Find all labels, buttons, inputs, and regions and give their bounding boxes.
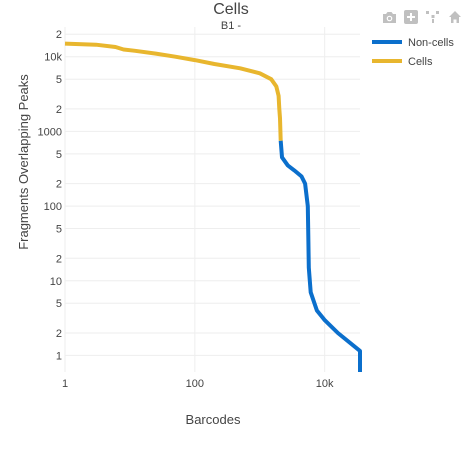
- legend-item[interactable]: Non-cells: [372, 37, 454, 49]
- home-icon[interactable]: [447, 9, 463, 25]
- y-tick-label: 5: [56, 224, 62, 236]
- y-tick-label: 5: [56, 149, 62, 161]
- chart-subtitle: B1 -: [221, 20, 242, 32]
- y-tick-label: 1000: [38, 126, 62, 138]
- y-tick-label: 2: [56, 328, 62, 340]
- y-tick-label: 2: [56, 104, 62, 116]
- y-axis-label: Fragments Overlapping Peaks: [16, 74, 31, 250]
- x-axis-label: Barcodes: [186, 412, 241, 427]
- x-tick-label: 100: [186, 378, 204, 390]
- legend-label: Non-cells: [408, 37, 454, 49]
- grid: [64, 27, 360, 372]
- y-tick-label: 5: [56, 298, 62, 310]
- y-tick-label: 10k: [44, 52, 62, 64]
- y-tick-label: 2: [56, 253, 62, 265]
- y-tick-label: 5: [56, 74, 62, 86]
- chart-toolbar: [381, 9, 463, 25]
- y-tick-label: 10: [50, 276, 62, 288]
- x-tick-label: 10k: [316, 378, 334, 390]
- legend[interactable]: Non-cells Cells: [372, 37, 454, 68]
- pan-icon[interactable]: [425, 9, 441, 25]
- tick-labels: 1 100 10k 2 10k 5 2 1000 5 2 100 5 2 10 5 2 1: [38, 29, 335, 390]
- zoom-in-icon[interactable]: [403, 9, 419, 25]
- series-line-cells: [64, 41, 283, 141]
- chart-title: Cells: [213, 1, 249, 18]
- y-tick-label: 100: [44, 201, 62, 213]
- series-lines: [64, 41, 362, 372]
- y-tick-label: 2: [56, 29, 62, 41]
- camera-icon[interactable]: [381, 9, 397, 25]
- series-line-non-cells: [278, 140, 362, 372]
- y-tick-label: 2: [56, 179, 62, 191]
- legend-item[interactable]: Cells: [372, 56, 433, 68]
- y-tick-label: 1: [56, 350, 62, 362]
- legend-label: Cells: [408, 56, 433, 68]
- x-tick-label: 1: [62, 378, 68, 390]
